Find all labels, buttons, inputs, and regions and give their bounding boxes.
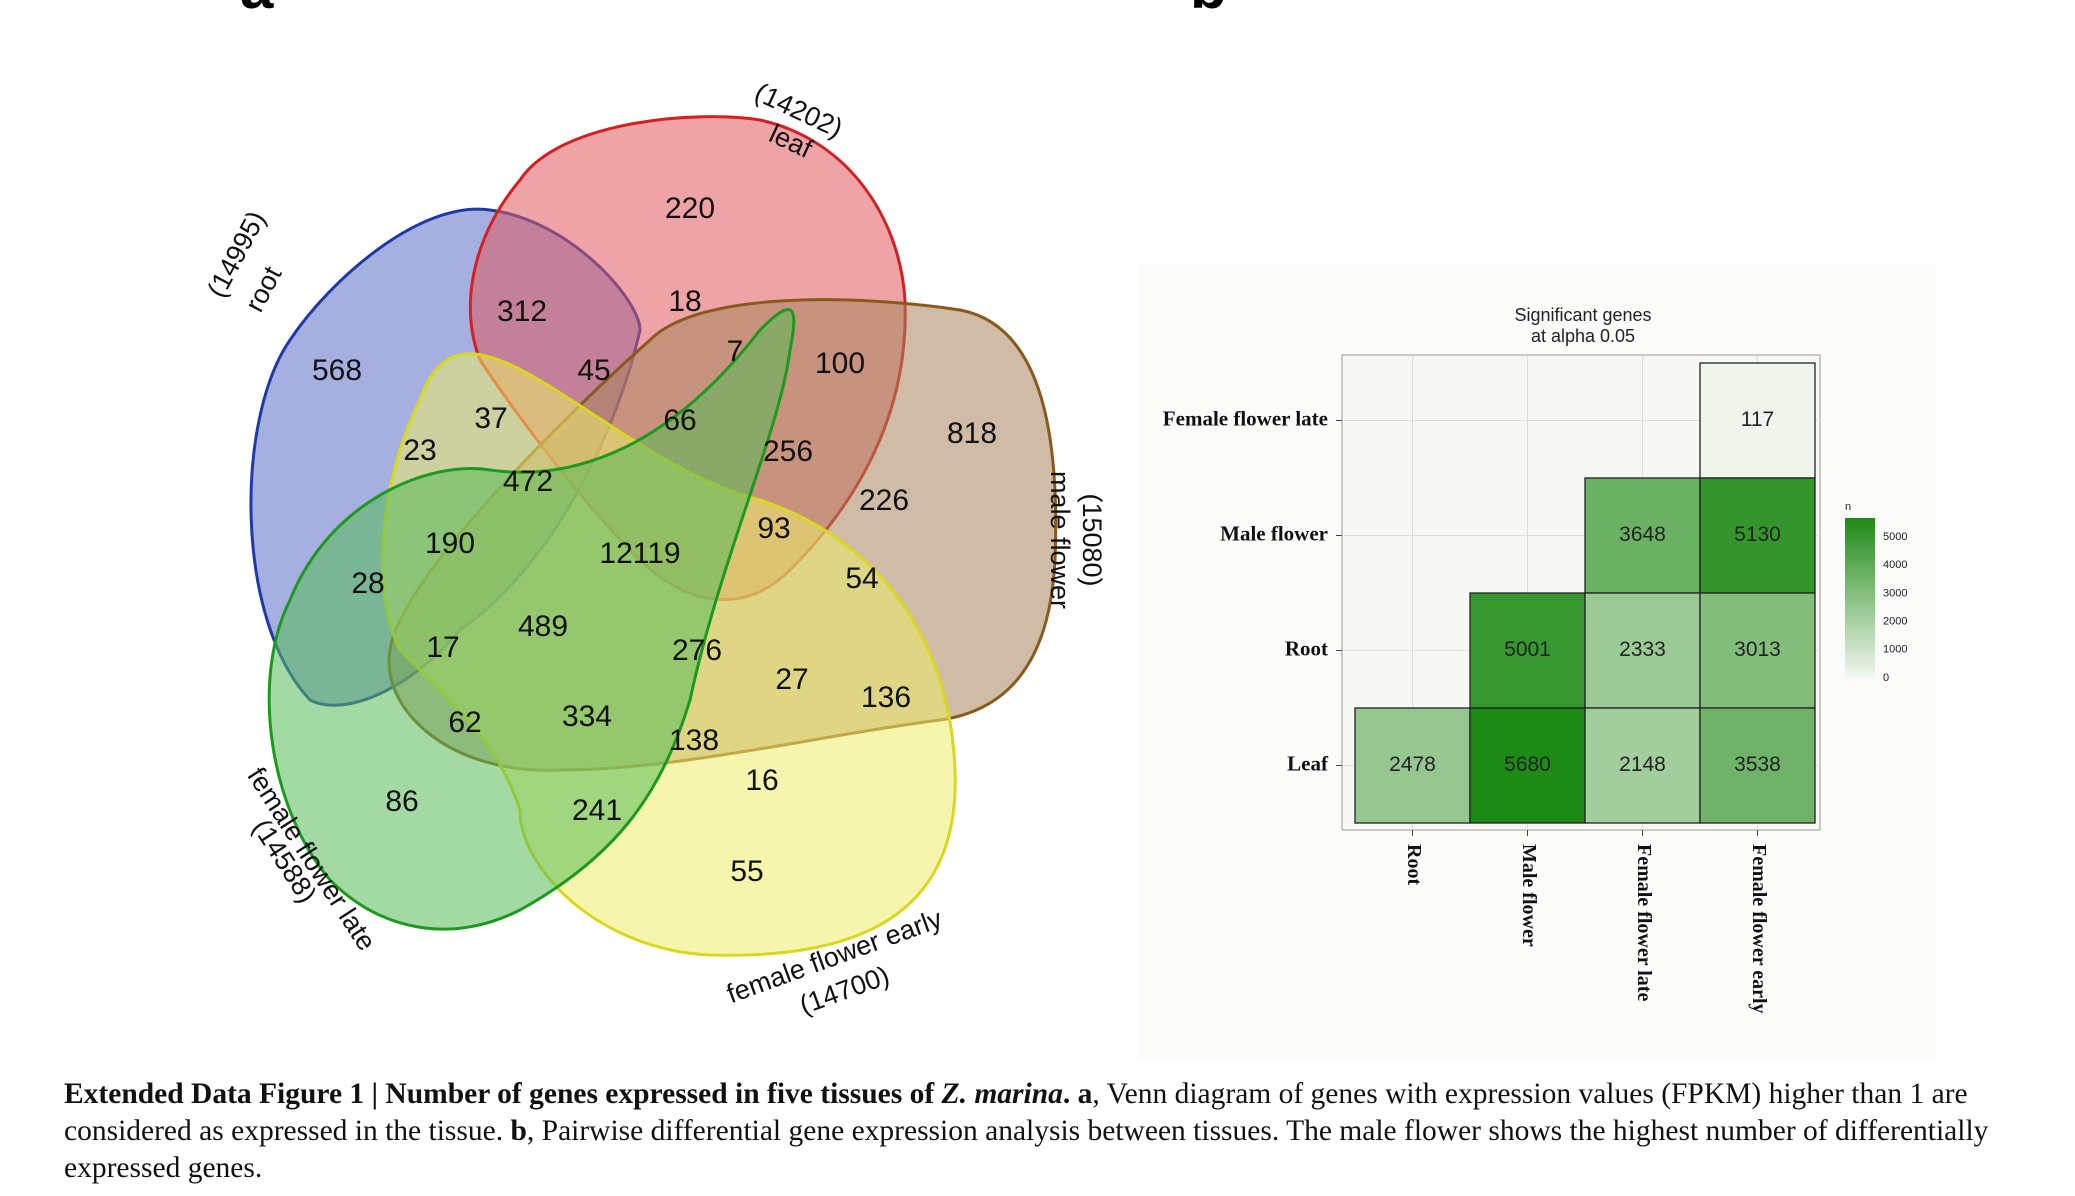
- heatmap-cell: [1699, 707, 1816, 824]
- heatmap-cell-value: 117: [1741, 408, 1774, 431]
- heatmap-cell: [1699, 592, 1816, 709]
- heatmap-column-label: Female flower late: [1633, 844, 1655, 1001]
- venn-region-count: 256: [763, 435, 813, 468]
- heatmap-axes: Female flower late Male flower Root Leaf Roo…: [1163, 406, 1770, 1013]
- venn-region-count: 226: [859, 484, 909, 517]
- caption-species: Z. marina: [941, 1078, 1063, 1110]
- venn-region-count: 334: [562, 700, 612, 733]
- venn-region-count: 241: [572, 794, 622, 827]
- venn-set-total: (15080): [1077, 493, 1107, 586]
- venn-region-count: 28: [351, 567, 384, 600]
- venn-region-count: 62: [448, 706, 481, 739]
- heatmap-legend-tick: 2000: [1883, 616, 1907, 628]
- caption-label: Extended Data Figure 1 | Number of genes…: [64, 1078, 1093, 1110]
- heatmap-row-label: Female flower late: [1163, 406, 1328, 430]
- heatmap-column-label: Male flower: [1518, 844, 1540, 947]
- heatmap-cell-value: 5680: [1504, 753, 1551, 776]
- panel-a-letter: a: [240, 0, 274, 21]
- heatmap-legend: n 5000 4000 3000 2000 1000 0: [1845, 501, 1907, 684]
- figure: a b 220 312 18 568 7 100 45 37 66 818 23 256 472 226 1…: [201, 0, 1936, 1060]
- heatmap-column-label: Root: [1403, 844, 1425, 885]
- heatmap-column-label: Female flower early: [1748, 844, 1770, 1014]
- heatmap-cell-value: 5001: [1504, 638, 1551, 661]
- heatmap-row-label: Leaf: [1287, 751, 1329, 775]
- venn-region-count: 54: [845, 562, 878, 595]
- heatmap-cell-value: 3013: [1734, 638, 1781, 661]
- venn-diagram: 220 312 18 568 7 100 45 37 66 818 23 256 472 226 190 93…: [201, 77, 1107, 1020]
- heatmap-cell-value: 2333: [1619, 638, 1666, 661]
- venn-region-count: 136: [861, 681, 911, 714]
- venn-region-count: 7: [727, 335, 744, 368]
- heatmap-legend-tick: 5000: [1883, 531, 1907, 543]
- venn-set-name: male flower: [1045, 471, 1075, 609]
- venn-region-count: 18: [668, 285, 701, 318]
- venn-region-count: 66: [663, 404, 696, 437]
- heatmap-cell: [1354, 707, 1471, 824]
- heatmap-legend-tick: 4000: [1883, 559, 1907, 571]
- venn-region-count: 190: [425, 527, 475, 560]
- venn-region-count: 818: [947, 417, 997, 450]
- venn-set-female-flower-late: [267, 308, 796, 931]
- heatmap-cell-value: 2148: [1619, 753, 1666, 776]
- heatmap-cell-value: 3648: [1619, 523, 1666, 546]
- heatmap-row-label: Male flower: [1220, 521, 1328, 545]
- heatmap-cell: [1584, 592, 1701, 709]
- venn-region-count: 17: [426, 631, 459, 664]
- caption-a-text: , Venn diagram of genes with expression …: [64, 1078, 1968, 1147]
- venn-region-count: 37: [474, 402, 507, 435]
- heatmap-legend-title: n: [1845, 501, 1851, 513]
- heatmap-panel: Significant genes at alpha 0.05 117 3648 5…: [1138, 265, 1936, 1060]
- heatmap-legend-bar: [1845, 518, 1875, 678]
- venn-region-count: 568: [312, 354, 362, 387]
- heatmap-cell: [1699, 362, 1816, 479]
- venn-region-count: 27: [775, 663, 808, 696]
- figure-caption: Extended Data Figure 1 | Number of genes…: [64, 1076, 2024, 1187]
- venn-region-count: 86: [385, 785, 418, 818]
- venn-set-name: root: [239, 261, 288, 317]
- heatmap-cell: [1584, 477, 1701, 594]
- heatmap-cell-value: 5130: [1734, 523, 1781, 546]
- caption-b-text: , Pairwise differential gene expression …: [64, 1115, 1989, 1184]
- venn-region-count: 93: [757, 512, 790, 545]
- venn-region-count: 138: [669, 724, 719, 757]
- venn-region-count: 489: [518, 610, 568, 643]
- heatmap-cell-value: 3538: [1734, 753, 1781, 776]
- venn-region-count: 23: [403, 434, 436, 467]
- heatmap-legend-tick: 1000: [1883, 644, 1907, 656]
- heatmap-legend-tick: 3000: [1883, 587, 1907, 599]
- venn-region-count: 16: [745, 764, 778, 797]
- heatmap-cell: [1584, 707, 1701, 824]
- heatmap-title-line1: Significant genes: [1514, 305, 1651, 325]
- venn-region-count: 12119: [599, 537, 680, 570]
- venn-region-count: 220: [665, 192, 715, 225]
- caption-b-label: b: [510, 1115, 527, 1147]
- heatmap-cell: [1469, 707, 1586, 824]
- heatmap-title-line2: at alpha 0.05: [1531, 326, 1635, 346]
- venn-region-count: 312: [497, 295, 547, 328]
- heatmap-row-label: Root: [1285, 636, 1328, 660]
- heatmap-cells: 117 3648 5130 5001 2333 3013 2478 5680 2148 3538: [1354, 362, 1816, 824]
- venn-region-counts: 220 312 18 568 7 100 45 37 66 818 23 256 472 226 190 93…: [312, 192, 997, 888]
- venn-region-count: 55: [730, 855, 763, 888]
- heatmap-legend-tick: 0: [1883, 672, 1889, 684]
- heatmap-cell: [1699, 477, 1816, 594]
- venn-region-count: 472: [503, 465, 553, 498]
- heatmap-cell-value: 2478: [1389, 753, 1436, 776]
- panel-b-letter: b: [1190, 0, 1227, 21]
- venn-region-count: 276: [672, 634, 722, 667]
- venn-region-count: 100: [815, 347, 865, 380]
- venn-region-count: 45: [577, 354, 610, 387]
